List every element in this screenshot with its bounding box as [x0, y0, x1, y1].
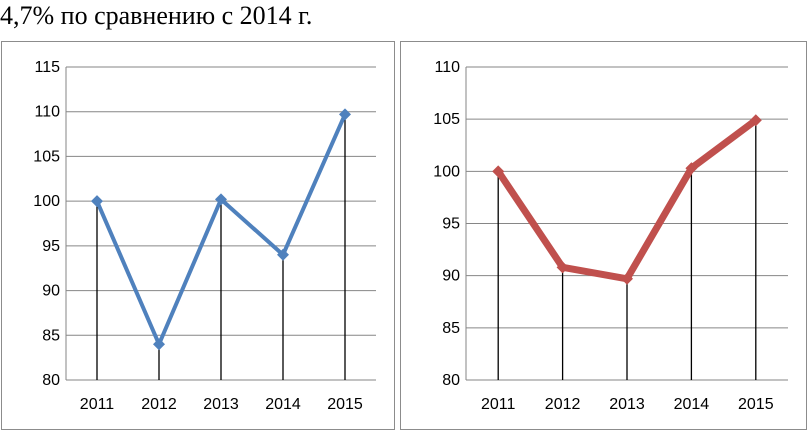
y-tick-label: 105: [433, 111, 460, 128]
y-tick-label: 115: [34, 59, 60, 76]
y-tick-label: 105: [33, 148, 60, 165]
data-point-1-1: [556, 261, 569, 274]
chart-right: 80 85 90 95 100 105 110 2011 2012 2013 2014 2015: [400, 41, 807, 430]
x-tick-label: 2015: [327, 396, 363, 413]
chart-right-svg: 80 85 90 95 100 105 110 2011 2012 2013 2014 2015: [433, 59, 788, 413]
data-point-0-4: [339, 108, 351, 121]
y-tick-label: 100: [433, 163, 460, 180]
y-tick-label: 80: [42, 372, 60, 389]
x-tick-label: 2013: [203, 396, 239, 413]
y-tick-label: 110: [34, 104, 60, 121]
y-tick-label: 80: [442, 372, 460, 389]
y-tick-label: 85: [42, 327, 60, 344]
y-tick-label: 110: [434, 59, 460, 76]
y-tick-label: 90: [442, 268, 460, 285]
x-tick-label: 2014: [265, 396, 301, 413]
data-point-1-2: [621, 272, 633, 285]
y-tick-label: 95: [442, 216, 460, 233]
header-text: 4,7% по сравнению с 2014 г.: [0, 1, 313, 30]
y-tick-label: 85: [442, 320, 460, 337]
x-tick-label: 2013: [609, 396, 645, 413]
y-tick-label: 95: [42, 238, 60, 255]
x-tick-label: 2011: [80, 396, 115, 413]
x-tick-label: 2011: [481, 396, 516, 413]
data-point-0-3: [277, 248, 289, 261]
data-point-0-2: [215, 193, 227, 206]
x-tick-label: 2015: [738, 396, 774, 413]
y-tick-label: 100: [33, 193, 60, 210]
data-point-0-0: [91, 195, 103, 208]
x-tick-label: 2012: [545, 396, 581, 413]
data-point-1-3: [685, 162, 698, 175]
series-line-1: [494, 116, 760, 283]
data-point-1-4: [749, 114, 762, 127]
x-tick-label: 2014: [674, 396, 710, 413]
data-point-0-1: [153, 338, 165, 351]
y-tick-label: 90: [42, 283, 60, 300]
chart-left: 80 85 90 95 100 105 110 115 2011 2012 2013 2014 2015: [1, 41, 395, 430]
data-point-1-0: [492, 165, 505, 178]
x-tick-label: 2012: [141, 396, 177, 413]
chart-left-svg: 80 85 90 95 100 105 110 115 2011 2012 2013 2014 2015: [33, 59, 376, 413]
